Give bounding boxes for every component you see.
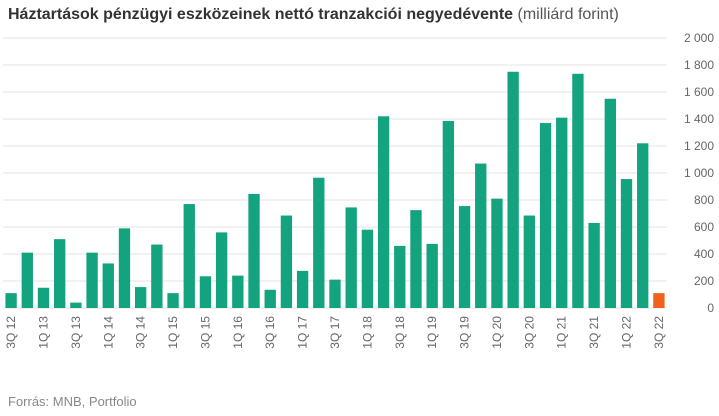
bar-1q-13 <box>37 287 50 308</box>
y-tick-label: 1 000 <box>684 166 714 180</box>
chart-title-unit: (milliárd forint) <box>517 6 619 23</box>
x-tick-label: 1Q 13 <box>36 316 50 349</box>
chart-title: Háztartások pénzügyi eszközeinek nettó t… <box>8 6 619 24</box>
bar-4q-21 <box>604 98 616 308</box>
bar-1q-16 <box>232 275 244 308</box>
bar-1q-19 <box>426 243 438 308</box>
bar-4q-15 <box>215 232 228 308</box>
bar-3q-17 <box>329 279 341 308</box>
bar-3q-16 <box>264 289 276 308</box>
bar-2q-19 <box>442 121 455 309</box>
bar-4q-14 <box>151 244 163 308</box>
bar-4q-18 <box>410 210 422 308</box>
bar-2q-22 <box>637 143 649 308</box>
bar-3q-21 <box>588 222 600 308</box>
bar-1q-21 <box>556 117 568 309</box>
x-tick-label: 1Q 21 <box>555 316 569 349</box>
bar-3q-12 <box>5 293 17 308</box>
y-tick-label: 1 800 <box>684 58 714 72</box>
y-tick-label: 1 200 <box>684 139 714 153</box>
bar-4q-17 <box>345 207 357 308</box>
y-tick-label: 1 600 <box>684 85 714 99</box>
x-tick-label: 3Q 15 <box>198 316 212 349</box>
bar-3q-18 <box>394 245 406 308</box>
x-tick-label: 1Q 22 <box>620 316 634 349</box>
x-tick-label: 3Q 13 <box>69 316 83 349</box>
x-tick-label: 3Q 18 <box>393 316 407 349</box>
y-tick-label: 200 <box>694 274 714 288</box>
y-tick-label: 800 <box>694 193 714 207</box>
bar-3q-15 <box>199 276 212 308</box>
x-axis: 3Q 12 1Q 13 3Q 13 1Q 14 3Q 14 1Q 15 3Q 15 1Q 16… <box>4 316 666 349</box>
x-tick-label: 1Q 19 <box>425 316 439 349</box>
bar-2q-18 <box>377 116 390 308</box>
bar-2q-16 <box>248 193 260 308</box>
bar-3q-22 <box>653 293 665 308</box>
bar-1q-14 <box>102 263 114 308</box>
bar-1q-15 <box>167 293 179 308</box>
bar-3q-19 <box>458 206 471 308</box>
bar-2q-17 <box>313 177 325 308</box>
x-tick-label: 3Q 16 <box>263 316 277 349</box>
x-tick-label: 3Q 19 <box>458 316 472 349</box>
bar-1q-18 <box>361 229 374 308</box>
x-tick-label: 1Q 15 <box>166 316 180 349</box>
bar-1q-22 <box>620 179 633 308</box>
bar-1q-17 <box>296 270 309 308</box>
x-tick-label: 1Q 17 <box>296 316 310 349</box>
bar-2q-13 <box>54 239 66 308</box>
y-tick-label: 600 <box>694 220 714 234</box>
bar-3q-20 <box>523 215 536 308</box>
y-tick-label: 0 <box>707 301 714 315</box>
x-tick-label: 1Q 18 <box>360 316 374 349</box>
x-tick-label: 3Q 21 <box>587 316 601 349</box>
bar-4q-12 <box>21 252 33 308</box>
y-tick-label: 400 <box>694 247 714 261</box>
y-tick-label: 1 400 <box>684 112 714 126</box>
source-note: Forrás: MNB, Portfolio <box>8 394 137 409</box>
chart-title-main: Háztartások pénzügyi eszközeinek nettó t… <box>8 6 514 23</box>
bar-4q-13 <box>86 252 98 308</box>
bar-2q-21 <box>572 73 584 309</box>
x-tick-label: 3Q 20 <box>522 316 536 349</box>
y-tick-label: 2 000 <box>684 31 714 45</box>
bars <box>5 71 665 309</box>
bar-2q-15 <box>183 204 195 308</box>
bar-2q-20 <box>507 71 519 308</box>
x-tick-label: 3Q 17 <box>328 316 342 349</box>
x-tick-label: 1Q 16 <box>231 316 245 349</box>
x-tick-label: 3Q 14 <box>134 316 148 349</box>
x-tick-label: 3Q 22 <box>652 316 666 349</box>
bar-2q-14 <box>118 228 131 308</box>
bar-1q-20 <box>491 198 503 308</box>
x-tick-label: 1Q 14 <box>101 316 115 349</box>
bar-3q-14 <box>134 287 147 308</box>
bar-4q-19 <box>475 163 487 308</box>
y-axis: 0 200 400 600 800 1 000 1 200 1 400 1 600 1 800 2 … <box>684 31 714 315</box>
bar-3q-13 <box>70 302 82 308</box>
bar-4q-20 <box>539 123 552 308</box>
x-tick-label: 3Q 12 <box>4 316 18 349</box>
x-tick-label: 1Q 20 <box>490 316 504 349</box>
bar-4q-16 <box>280 215 293 308</box>
